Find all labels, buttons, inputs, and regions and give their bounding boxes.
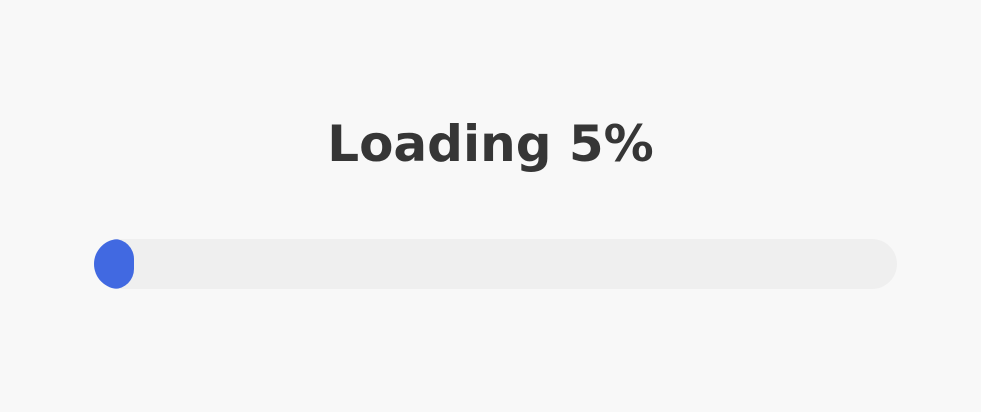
loading-label: Loading 5% bbox=[327, 115, 654, 173]
progress-bar bbox=[94, 239, 897, 289]
progress-bar-fill bbox=[94, 239, 134, 289]
